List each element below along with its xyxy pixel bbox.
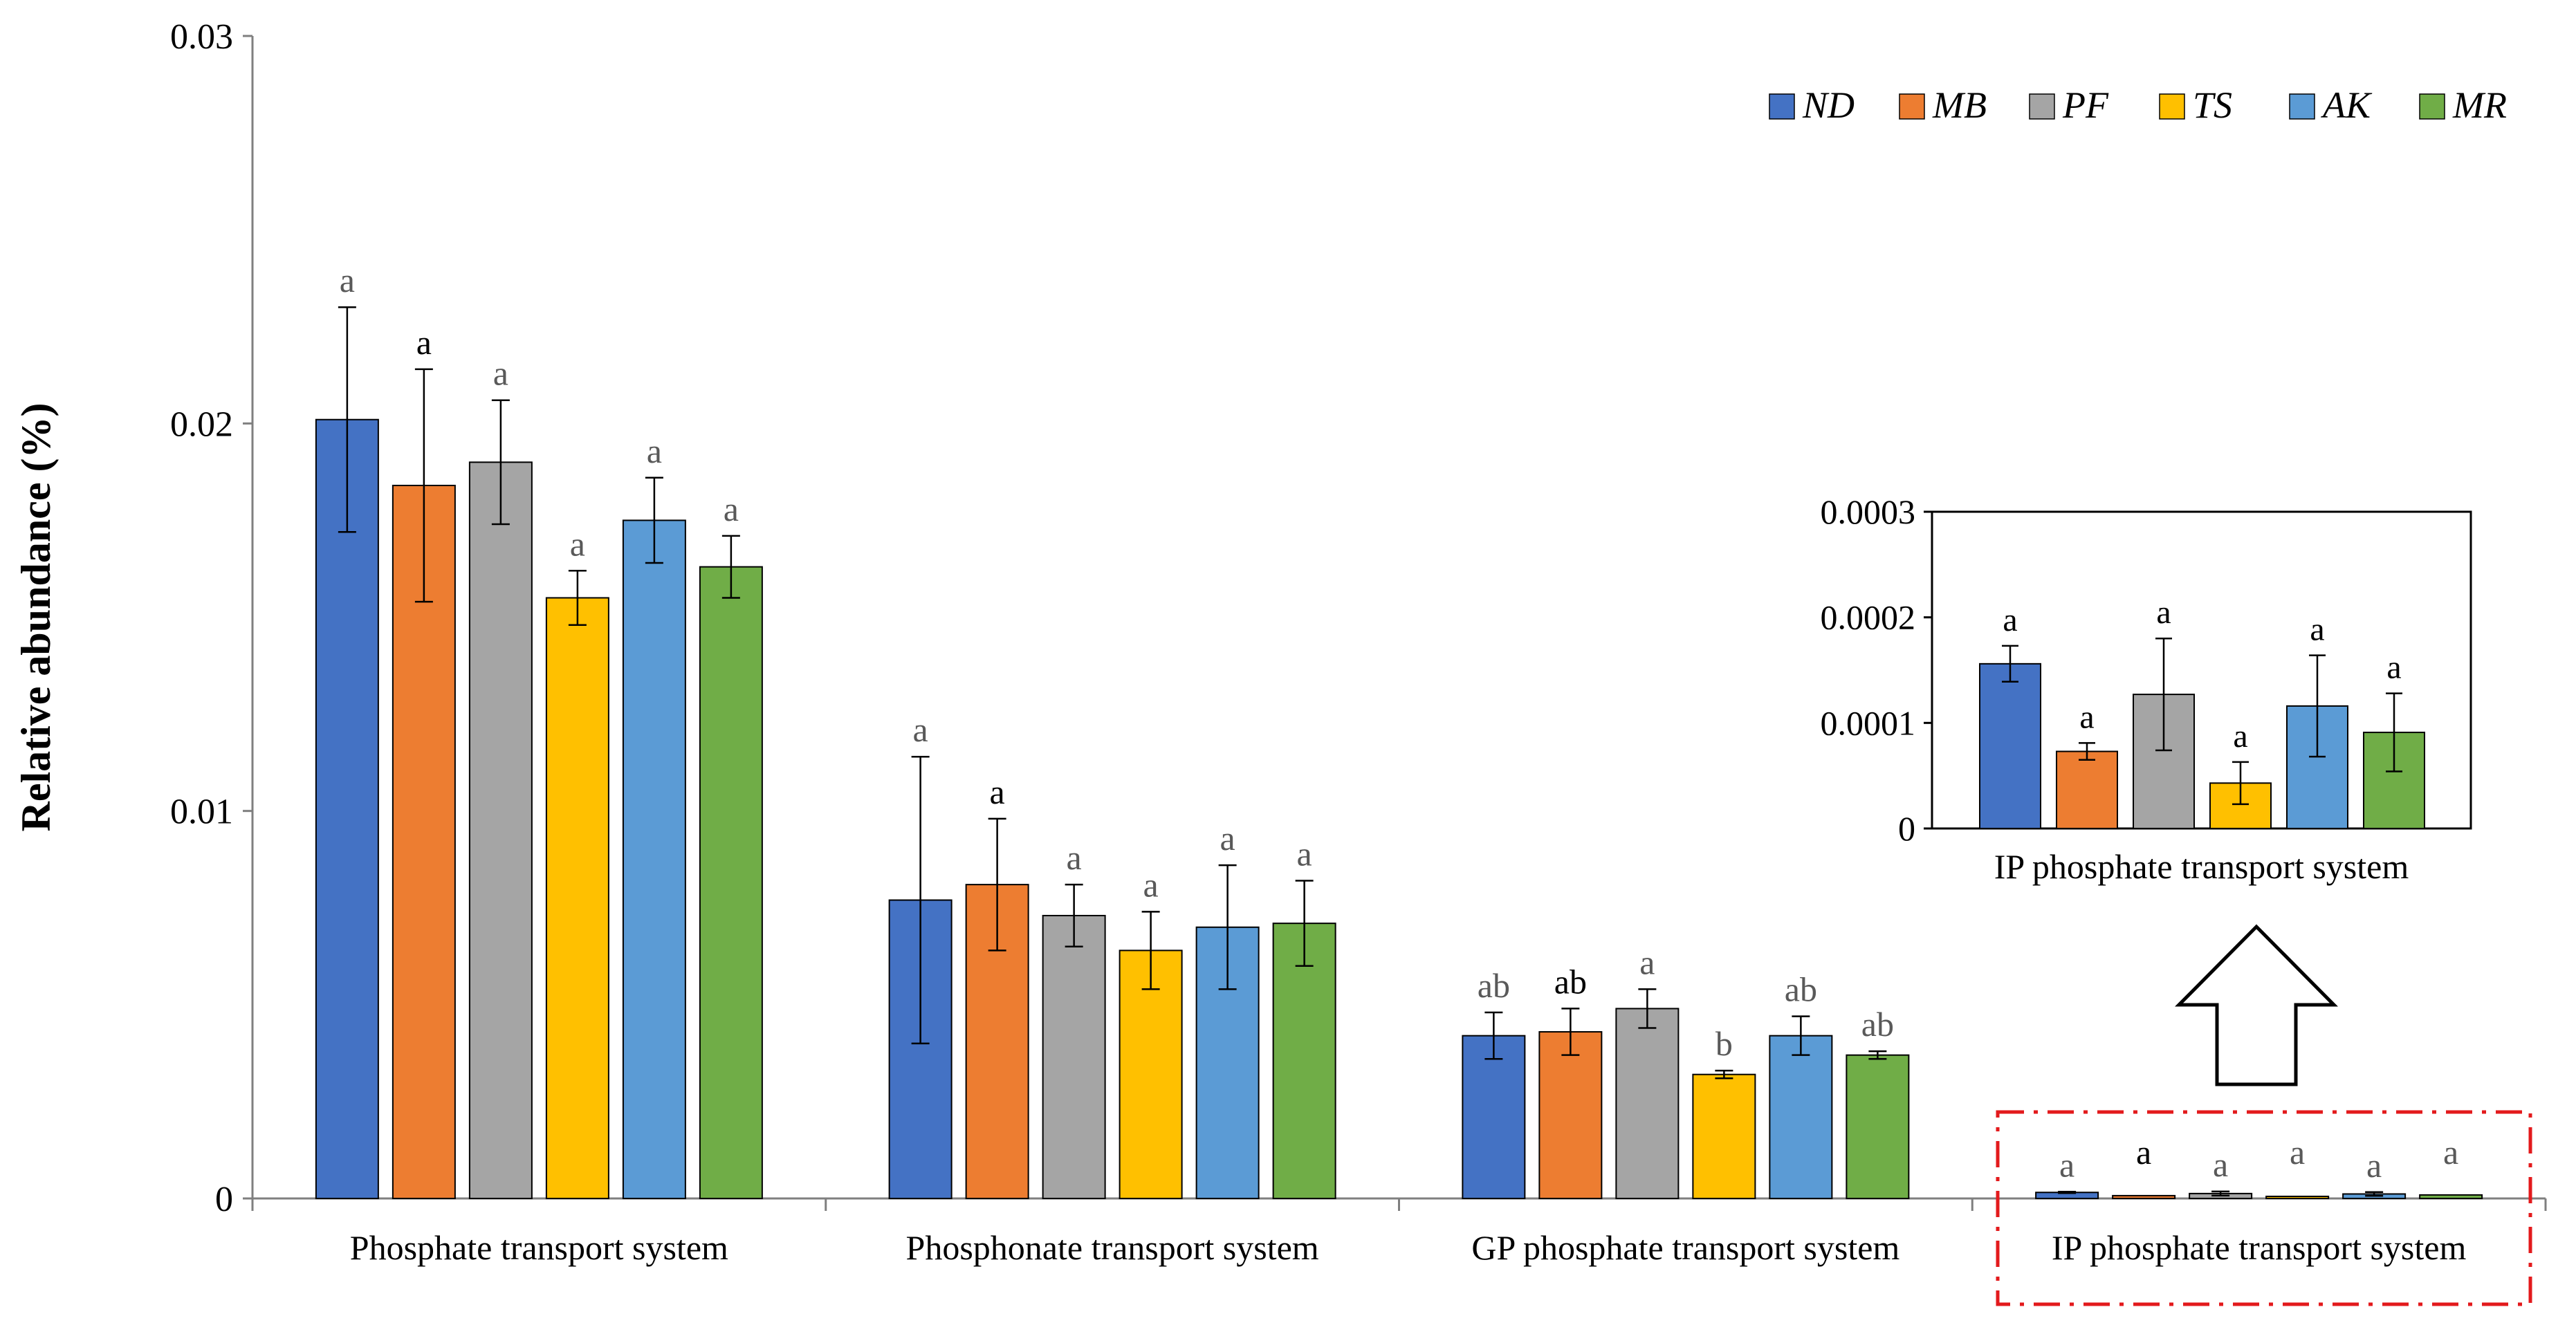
significance-letter: a <box>2059 1145 2074 1184</box>
x-tick-label: Phosphate transport system <box>350 1228 728 1267</box>
bar-nd <box>315 418 379 1199</box>
inset-significance-letter: a <box>2386 649 2401 686</box>
x-tick-label: Phosphonate transport system <box>906 1228 1319 1267</box>
significance-letter: ab <box>1478 966 1510 1005</box>
y-axis-label: Relative abundance (%) <box>13 403 59 832</box>
bar-ak <box>1769 1035 1833 1200</box>
inset-significance-letter: a <box>2079 698 2094 735</box>
y-tick-label: 0.02 <box>170 405 233 444</box>
bar-mr <box>2419 1194 2483 1200</box>
highlight-group <box>1996 924 2532 1306</box>
main-plot: Relative abundance (%) 0 0.01 0.02 0.03 Phosp… <box>13 17 2547 1267</box>
significance-letter: b <box>1715 1024 1733 1063</box>
inset-bar-nd <box>1979 663 2041 830</box>
bar-nd <box>1462 1035 1526 1200</box>
bar-ts <box>1692 1073 1756 1200</box>
zoom-arrow <box>2175 924 2338 1086</box>
y-tick-label: 0.03 <box>170 17 233 57</box>
bar-ts <box>1119 949 1183 1200</box>
significance-letter: a <box>2366 1146 2382 1185</box>
legend-label-ts: TS <box>2193 84 2232 126</box>
inset-significance-letter: a <box>2233 718 2247 754</box>
legend-label-mb: MB <box>1932 84 1987 126</box>
bar-mr <box>1272 923 1336 1199</box>
inset-plot: 0 0.0001 0.0002 0.0003 a a a a a a IP phosphate tr… <box>1821 492 2472 886</box>
significance-letter: a <box>570 524 585 563</box>
legend-swatch-mb <box>1899 93 1925 120</box>
inset-bar-mb <box>2056 750 2118 830</box>
inset-y-tick-label: 0.0002 <box>1821 598 1916 637</box>
x-tick-label: GP phosphate transport system <box>1471 1228 1899 1267</box>
bar-mr <box>699 566 763 1199</box>
inset-significance-letter: a <box>2003 602 2017 638</box>
legend-swatch-ak <box>2289 93 2315 120</box>
bar-mr <box>1846 1054 1910 1199</box>
legend: ND MB PF TS AK MR <box>1769 84 2507 126</box>
y-tick-label: 0.01 <box>170 793 233 832</box>
legend-swatch-ts <box>2159 93 2185 120</box>
inset-y-tick-label: 0.0003 <box>1821 492 1916 531</box>
significance-letter: a <box>1297 835 1312 873</box>
inset-x-label: IP phosphate transport system <box>1994 847 2409 886</box>
bar-ts <box>545 597 609 1199</box>
significance-letter: a <box>2213 1145 2228 1184</box>
bar-ak <box>622 519 686 1199</box>
significance-letter: a <box>2136 1133 2151 1171</box>
legend-label-ak: AK <box>2321 84 2373 126</box>
significance-letter: a <box>1067 838 1082 877</box>
legend-swatch-pf <box>2029 93 2055 120</box>
significance-letter: a <box>2290 1133 2305 1171</box>
legend-label-nd: ND <box>1802 84 1855 126</box>
significance-letter: a <box>1220 819 1235 858</box>
inset-y-tick-label: 0.0001 <box>1821 703 1916 742</box>
significance-letter: a <box>416 323 432 362</box>
legend-label-pf: PF <box>2062 84 2109 126</box>
significance-letter: a <box>493 354 508 393</box>
bar-ts <box>2265 1196 2330 1199</box>
bar-pf <box>1615 1008 1680 1199</box>
significance-letter: ab <box>1861 1005 1894 1044</box>
x-tick-label: IP phosphate transport system <box>2052 1228 2467 1267</box>
legend-swatch-mr <box>2419 93 2445 120</box>
bar-pf <box>468 461 533 1199</box>
significance-letter: a <box>724 490 739 528</box>
bar-mb <box>2112 1194 2176 1199</box>
legend-label-mr: MR <box>2452 84 2507 126</box>
bar-mb <box>392 484 456 1199</box>
significance-letter: a <box>2443 1133 2458 1171</box>
significance-letter: a <box>1639 943 1655 981</box>
significance-letter: a <box>990 772 1005 811</box>
significance-letter: ab <box>1554 962 1587 1001</box>
y-tick-label: 0 <box>215 1180 233 1219</box>
significance-letter: a <box>1143 865 1159 904</box>
inset-y-tick-label: 0 <box>1898 809 1915 848</box>
legend-swatch-nd <box>1769 93 1795 120</box>
inset-significance-letter: a <box>2156 594 2171 631</box>
significance-letter: a <box>340 261 355 299</box>
significance-letter: a <box>647 432 662 470</box>
bar-mb <box>1538 1031 1603 1199</box>
highlight-box <box>1996 1110 2532 1306</box>
bar-pf <box>1042 914 1106 1199</box>
significance-letter: a <box>913 710 928 749</box>
inset-significance-letter: a <box>2310 611 2324 648</box>
significance-letter: ab <box>1785 970 1817 1009</box>
